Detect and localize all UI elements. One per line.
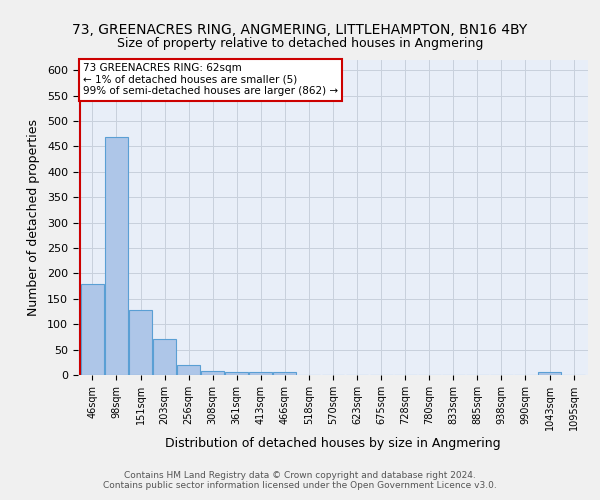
Bar <box>274 372 296 375</box>
Bar <box>201 371 224 375</box>
Bar <box>153 340 176 375</box>
Bar <box>226 372 248 375</box>
Bar <box>105 137 128 375</box>
Bar <box>538 372 561 375</box>
Bar <box>129 310 152 375</box>
X-axis label: Distribution of detached houses by size in Angmering: Distribution of detached houses by size … <box>165 437 501 450</box>
Bar <box>250 372 272 375</box>
Text: Contains HM Land Registry data © Crown copyright and database right 2024.
Contai: Contains HM Land Registry data © Crown c… <box>103 470 497 490</box>
Bar <box>177 365 200 375</box>
Text: 73, GREENACRES RING, ANGMERING, LITTLEHAMPTON, BN16 4BY: 73, GREENACRES RING, ANGMERING, LITTLEHA… <box>73 22 527 36</box>
Text: 73 GREENACRES RING: 62sqm
← 1% of detached houses are smaller (5)
99% of semi-de: 73 GREENACRES RING: 62sqm ← 1% of detach… <box>83 63 338 96</box>
Bar <box>81 284 104 375</box>
Y-axis label: Number of detached properties: Number of detached properties <box>27 119 40 316</box>
Text: Size of property relative to detached houses in Angmering: Size of property relative to detached ho… <box>117 38 483 51</box>
